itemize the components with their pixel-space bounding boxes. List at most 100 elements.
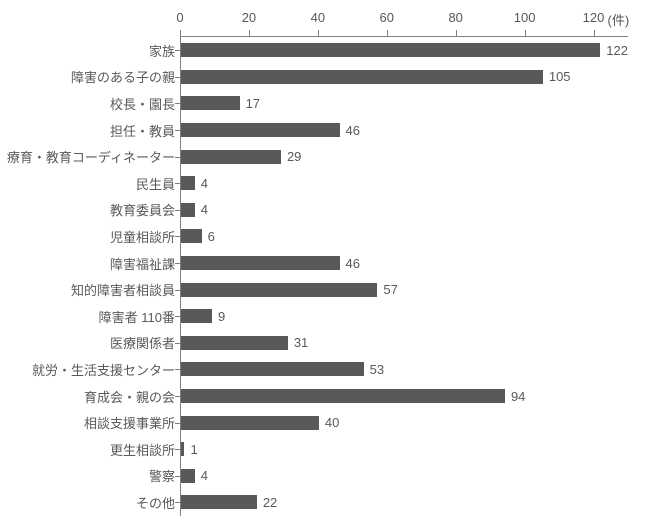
bar — [181, 96, 240, 110]
category-label: 児童相談所 — [110, 227, 175, 246]
category-tick — [175, 343, 181, 344]
bar-row: 家族122 — [181, 37, 628, 64]
category-label: 民生員 — [136, 174, 175, 193]
bar-row: 医療関係者31 — [181, 330, 628, 357]
category-label: 相談支援事業所 — [84, 413, 175, 432]
category-label: その他 — [136, 493, 175, 512]
bar — [181, 229, 202, 243]
category-tick — [175, 103, 181, 104]
value-label: 9 — [218, 309, 225, 324]
category-tick — [175, 476, 181, 477]
value-label: 22 — [263, 495, 277, 510]
bar-row: 更生相談所1 — [181, 436, 628, 463]
category-tick — [175, 369, 181, 370]
category-label: 育成会・親の会 — [84, 387, 175, 406]
category-tick — [175, 157, 181, 158]
category-tick — [175, 316, 181, 317]
x-tick-label: 100 — [514, 10, 536, 25]
value-label: 57 — [383, 282, 397, 297]
bar-row: 療育・教育コーディネーター29 — [181, 143, 628, 170]
bar-row: 担任・教員46 — [181, 117, 628, 144]
x-tick-label: 0 — [176, 10, 183, 25]
category-tick — [175, 210, 181, 211]
category-label: 家族 — [149, 41, 175, 60]
bar — [181, 469, 195, 483]
category-tick — [175, 449, 181, 450]
value-label: 105 — [549, 69, 571, 84]
value-label: 53 — [370, 362, 384, 377]
category-label: 就労・生活支援センター — [32, 360, 175, 379]
value-label: 4 — [201, 176, 208, 191]
bar — [181, 389, 505, 403]
bar — [181, 283, 377, 297]
category-label: 警察 — [149, 466, 175, 485]
unit-label: (件) — [608, 10, 630, 29]
bar-row: 児童相談所6 — [181, 223, 628, 250]
x-tick-label: 20 — [242, 10, 256, 25]
value-label: 94 — [511, 389, 525, 404]
x-tick-label: 40 — [311, 10, 325, 25]
value-label: 4 — [201, 468, 208, 483]
bar — [181, 442, 184, 456]
value-label: 6 — [208, 229, 215, 244]
category-label: 医療関係者 — [110, 333, 175, 352]
x-tick-label: 80 — [448, 10, 462, 25]
category-tick — [175, 263, 181, 264]
bar — [181, 176, 195, 190]
category-label: 更生相談所 — [110, 440, 175, 459]
value-label: 4 — [201, 202, 208, 217]
category-tick — [175, 183, 181, 184]
category-label: 障害者 110番 — [99, 307, 175, 326]
bar — [181, 362, 364, 376]
value-label: 46 — [346, 256, 360, 271]
category-tick — [175, 130, 181, 131]
value-label: 46 — [346, 123, 360, 138]
bar — [181, 123, 340, 137]
bar — [181, 336, 288, 350]
bar-row: その他22 — [181, 489, 628, 516]
x-tick-label: 60 — [380, 10, 394, 25]
bar-row: 相談支援事業所40 — [181, 409, 628, 436]
bar-row: 障害のある子の親105 — [181, 64, 628, 91]
bar — [181, 309, 212, 323]
bar-chart: 020406080100120 (件) 家族122障害のある子の親105校長・園… — [0, 0, 648, 531]
category-label: 教育委員会 — [110, 200, 175, 219]
category-tick — [175, 77, 181, 78]
category-label: 障害福祉課 — [110, 254, 175, 273]
category-tick — [175, 502, 181, 503]
value-label: 1 — [190, 442, 197, 457]
category-label: 校長・園長 — [110, 94, 175, 113]
value-label: 29 — [287, 149, 301, 164]
bar-row: 知的障害者相談員57 — [181, 276, 628, 303]
category-label: 担任・教員 — [110, 121, 175, 140]
value-label: 31 — [294, 335, 308, 350]
bar-row: 育成会・親の会94 — [181, 383, 628, 410]
bar-row: 警察4 — [181, 463, 628, 490]
bar-row: 民生員4 — [181, 170, 628, 197]
value-label: 17 — [246, 96, 260, 111]
bar-row: 障害者 110番9 — [181, 303, 628, 330]
bar-row: 校長・園長17 — [181, 90, 628, 117]
category-tick — [175, 236, 181, 237]
bar — [181, 70, 543, 84]
category-tick — [175, 290, 181, 291]
bar — [181, 495, 257, 509]
category-label: 障害のある子の親 — [71, 67, 175, 86]
category-label: 療育・教育コーディネーター — [7, 147, 175, 166]
bar — [181, 150, 281, 164]
value-label: 40 — [325, 415, 339, 430]
bar — [181, 416, 319, 430]
bar — [181, 256, 340, 270]
category-label: 知的障害者相談員 — [71, 280, 175, 299]
category-tick — [175, 396, 181, 397]
bar — [181, 43, 600, 57]
bar — [181, 203, 195, 217]
bar-row: 就労・生活支援センター53 — [181, 356, 628, 383]
category-tick — [175, 50, 181, 51]
bar-row: 障害福祉課46 — [181, 250, 628, 277]
value-label: 122 — [606, 43, 628, 58]
x-tick-label: 120 — [583, 10, 605, 25]
plot-area: 家族122障害のある子の親105校長・園長17担任・教員46療育・教育コーディネ… — [180, 36, 628, 516]
bar-row: 教育委員会4 — [181, 197, 628, 224]
category-tick — [175, 423, 181, 424]
